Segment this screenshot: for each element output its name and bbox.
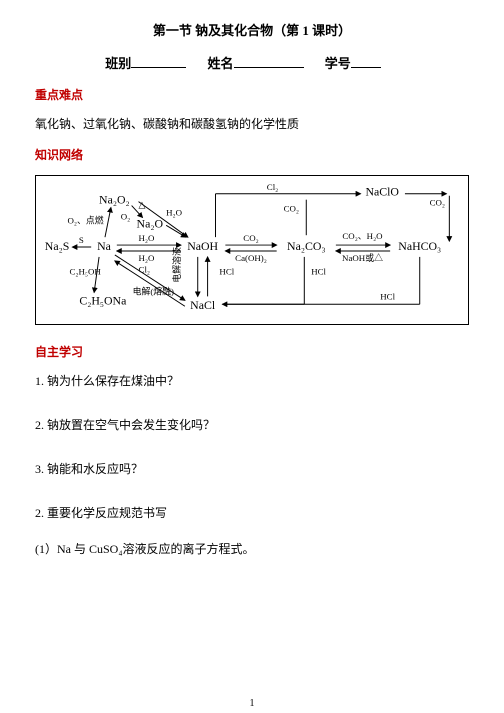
- node-naoh: NaOH: [187, 239, 218, 253]
- lbl-co2-3: CO₂: [430, 198, 445, 208]
- node-nahco3: NaHCO₃: [398, 239, 441, 253]
- lbl-o2: O₂: [121, 212, 131, 222]
- lbl-hcl-2: HCl: [311, 267, 326, 277]
- lbl-dianjie2: 电解溶液: [171, 247, 182, 283]
- lbl-h2o-1: H₂O: [138, 233, 155, 243]
- xingming-field[interactable]: [234, 67, 304, 68]
- lbl-cl2-2: Cl₂: [267, 182, 278, 192]
- section-keypoints-heading: 重点难点: [35, 86, 469, 103]
- lbl-c2h5oh: C₂H₅OH: [69, 267, 101, 277]
- question-5: (1）Na 与 CuSO₄溶液反应的离子方程式。: [35, 540, 469, 558]
- question-2: 2. 钠放置在空气中会发生变化吗？: [35, 416, 469, 434]
- keypoints-text: 氧化钠、过氧化钠、碳酸钠和碳酸氢钠的化学性质: [35, 115, 469, 134]
- node-nacl: NaCl: [190, 298, 216, 312]
- lbl-naohhuo: NaOH或△: [342, 252, 383, 263]
- reaction-network-diagram: Na₂O₂ Na₂O Na₂S Na NaOH Na₂CO₃ NaHCO₃ Na…: [35, 175, 469, 325]
- lbl-s: S: [79, 235, 84, 245]
- lbl-cl2-1: Cl₂: [139, 265, 150, 275]
- student-info-line: 班别 姓名 学号: [35, 53, 469, 72]
- lbl-caoh2: Ca(OH)₂: [235, 253, 267, 263]
- lbl-dianjie: 电解(熔融): [133, 286, 174, 297]
- banbie-label: 班别: [105, 56, 131, 71]
- xuehao-field[interactable]: [351, 67, 381, 68]
- node-na2o2: Na₂O₂: [99, 193, 130, 207]
- node-na2o: Na₂O: [137, 216, 164, 230]
- lbl-hcl-1: HCl: [219, 267, 234, 277]
- node-na: Na: [97, 239, 112, 253]
- node-na2s: Na₂S: [45, 239, 70, 253]
- lbl-co2-2: CO₂: [284, 204, 299, 214]
- banbie-field[interactable]: [131, 67, 186, 68]
- lbl-h2o-3: H₂O: [166, 208, 183, 218]
- lbl-co2h2o: CO₂、H₂O: [342, 231, 383, 241]
- xingming-label: 姓名: [207, 56, 233, 71]
- node-naclo: NaClO: [365, 185, 399, 199]
- node-c2h5ona: C₂H₅ONa: [79, 293, 127, 307]
- lbl-o2dianran: O₂、点燃: [67, 215, 103, 226]
- lbl-h2o-2: H₂O: [138, 253, 155, 263]
- question-3: 3. 钠能和水反应吗？: [35, 460, 469, 478]
- node-na2co3: Na₂CO₃: [287, 239, 325, 253]
- question-4: 2. 重要化学反应规范书写: [35, 504, 469, 522]
- question-1: 1. 钠为什么保存在煤油中？: [35, 372, 469, 390]
- section-selfstudy-heading: 自主学习: [35, 343, 469, 360]
- lbl-co2-1: CO₂: [243, 233, 258, 243]
- xuehao-label: 学号: [325, 56, 351, 71]
- page-title: 第一节 钠及其化合物（第 1 课时）: [35, 20, 469, 39]
- lbl-hcl-3: HCl: [380, 292, 395, 302]
- page-number: 1: [0, 698, 504, 709]
- section-network-heading: 知识网络: [35, 146, 469, 163]
